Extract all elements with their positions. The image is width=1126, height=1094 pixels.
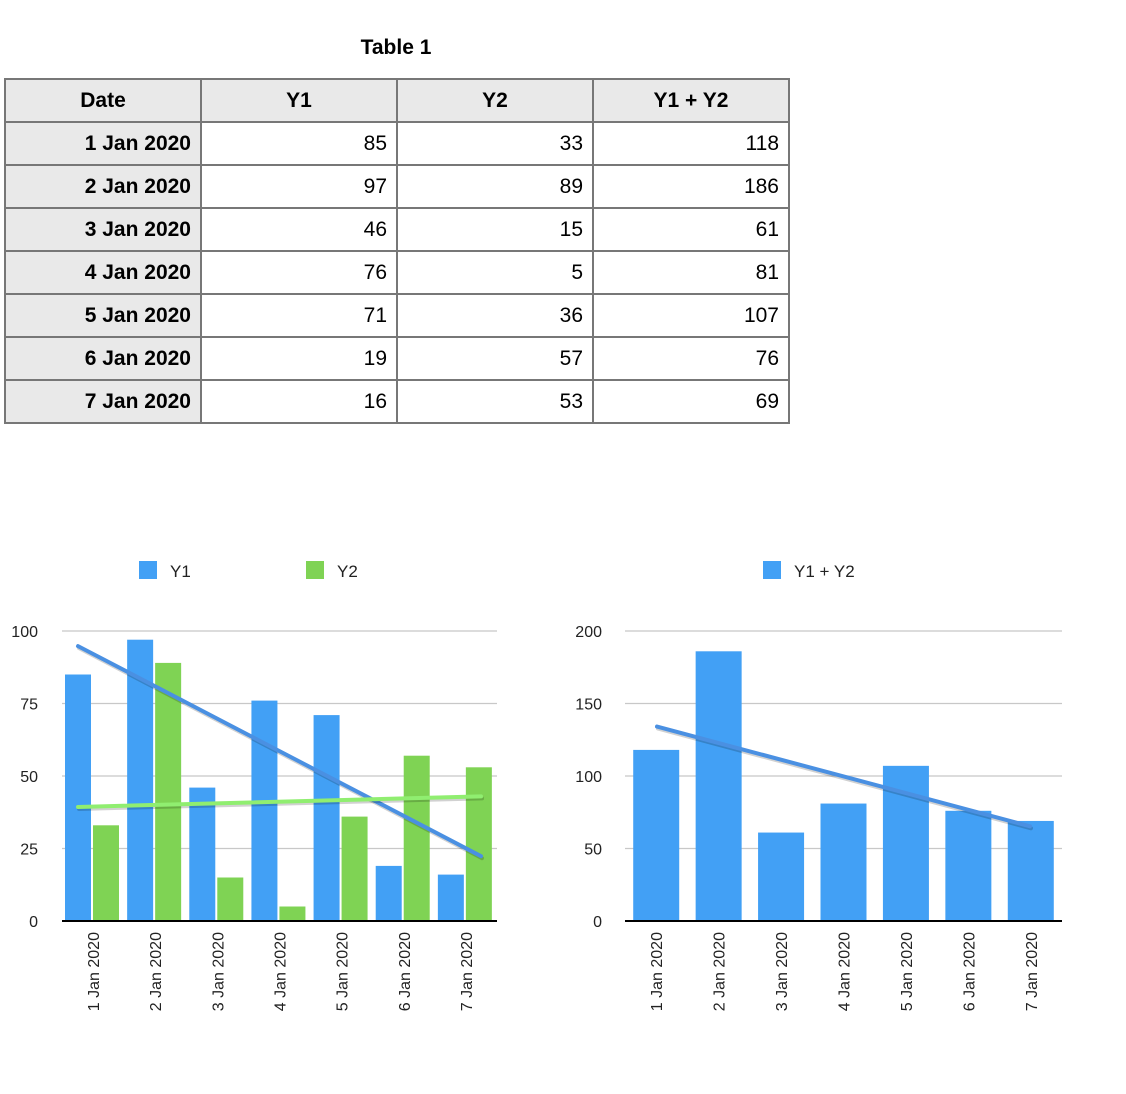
cell-y1: 16 [200, 379, 398, 424]
legend-label: Y1 [170, 562, 191, 581]
y-tick-label: 50 [20, 769, 38, 786]
legend-label: Y2 [337, 562, 358, 581]
bar [341, 816, 368, 921]
row-date: 6 Jan 2020 [4, 336, 202, 381]
table-row: 5 Jan 2020 71 36 107 [4, 293, 790, 338]
table-row: 2 Jan 2020 97 89 186 [4, 164, 790, 209]
cell-y1-plus-y2: 69 [592, 379, 790, 424]
row-date: 4 Jan 2020 [4, 250, 202, 295]
cell-y2: 57 [396, 336, 594, 381]
y-tick-label: 50 [584, 842, 602, 859]
x-tick-label: 4 Jan 2020 [273, 932, 290, 1011]
bar [403, 755, 430, 921]
cell-y2: 53 [396, 379, 594, 424]
cell-y1: 97 [200, 164, 398, 209]
cell-y2: 33 [396, 121, 594, 166]
cell-y1: 71 [200, 293, 398, 338]
x-tick-label: 3 Jan 2020 [210, 932, 227, 1011]
bar [465, 767, 492, 921]
table-row: 1 Jan 2020 85 33 118 [4, 121, 790, 166]
bar [375, 865, 402, 921]
cell-y1: 19 [200, 336, 398, 381]
bar [695, 651, 742, 921]
table-title: Table 1 [360, 36, 432, 59]
table-row: 3 Jan 2020 46 15 61 [4, 207, 790, 252]
bar [217, 877, 244, 921]
bar [437, 874, 464, 921]
bar [93, 825, 119, 921]
y-tick-label: 0 [29, 914, 38, 931]
trendline [655, 724, 1032, 829]
x-tick-label: 7 Jan 2020 [459, 932, 476, 1011]
x-tick-label: 5 Jan 2020 [335, 932, 352, 1011]
cell-y1: 46 [200, 207, 398, 252]
x-tick-label: 2 Jan 2020 [712, 932, 729, 1011]
trendline-shadow [77, 796, 484, 811]
trendline [76, 644, 483, 859]
data-table: Date Y1 Y2 Y1 + Y2 1 Jan 2020 85 33 118 … [4, 78, 790, 424]
header-y1: Y1 [200, 78, 398, 123]
x-tick-label: 6 Jan 2020 [397, 932, 414, 1011]
bar [945, 810, 992, 921]
row-date: 5 Jan 2020 [4, 293, 202, 338]
cell-y2: 15 [396, 207, 594, 252]
bar [313, 715, 340, 921]
legend-swatch [139, 561, 157, 579]
x-tick-label: 7 Jan 2020 [1024, 932, 1041, 1011]
legend-swatch [763, 561, 781, 579]
legend-label: Y1 + Y2 [794, 562, 855, 581]
header-date: Date [4, 78, 202, 123]
cell-y1-plus-y2: 76 [592, 336, 790, 381]
x-tick-label: 4 Jan 2020 [837, 932, 854, 1011]
row-date: 7 Jan 2020 [4, 379, 202, 424]
cell-y1-plus-y2: 81 [592, 250, 790, 295]
cell-y2: 36 [396, 293, 594, 338]
row-date: 2 Jan 2020 [4, 164, 202, 209]
y-tick-label: 200 [575, 624, 602, 641]
trendline [76, 794, 483, 809]
bar [189, 787, 216, 921]
bar [279, 906, 306, 921]
table-header-row: Date Y1 Y2 Y1 + Y2 [4, 78, 790, 123]
header-y1-plus-y2: Y1 + Y2 [592, 78, 790, 123]
table-row: 6 Jan 2020 19 57 76 [4, 336, 790, 381]
cell-y1-plus-y2: 118 [592, 121, 790, 166]
bar [251, 700, 278, 921]
y-tick-label: 150 [575, 697, 602, 714]
y-tick-label: 25 [20, 842, 38, 859]
bar [127, 639, 154, 921]
legend-swatch [306, 561, 324, 579]
x-tick-label: 5 Jan 2020 [899, 932, 916, 1011]
cell-y2: 89 [396, 164, 594, 209]
x-tick-label: 1 Jan 2020 [649, 932, 666, 1011]
row-date: 3 Jan 2020 [4, 207, 202, 252]
x-tick-label: 2 Jan 2020 [148, 932, 165, 1011]
cell-y1: 85 [200, 121, 398, 166]
row-date: 1 Jan 2020 [4, 121, 202, 166]
cell-y1: 76 [200, 250, 398, 295]
bar [633, 749, 680, 921]
cell-y2: 5 [396, 250, 594, 295]
bar [820, 803, 867, 921]
y-tick-label: 100 [575, 769, 602, 786]
x-tick-label: 6 Jan 2020 [961, 932, 978, 1011]
table-row: 7 Jan 2020 16 53 69 [4, 379, 790, 424]
x-tick-label: 1 Jan 2020 [86, 932, 103, 1011]
y-tick-label: 75 [20, 697, 38, 714]
cell-y1-plus-y2: 107 [592, 293, 790, 338]
bar [758, 832, 805, 921]
bar [65, 674, 91, 921]
bar [1007, 820, 1054, 921]
y-tick-label: 100 [11, 624, 38, 641]
header-y2: Y2 [396, 78, 594, 123]
table-row: 4 Jan 2020 76 5 81 [4, 250, 790, 295]
y-tick-label: 0 [593, 914, 602, 931]
bar [155, 662, 182, 921]
cell-y1-plus-y2: 61 [592, 207, 790, 252]
x-tick-label: 3 Jan 2020 [774, 932, 791, 1011]
cell-y1-plus-y2: 186 [592, 164, 790, 209]
